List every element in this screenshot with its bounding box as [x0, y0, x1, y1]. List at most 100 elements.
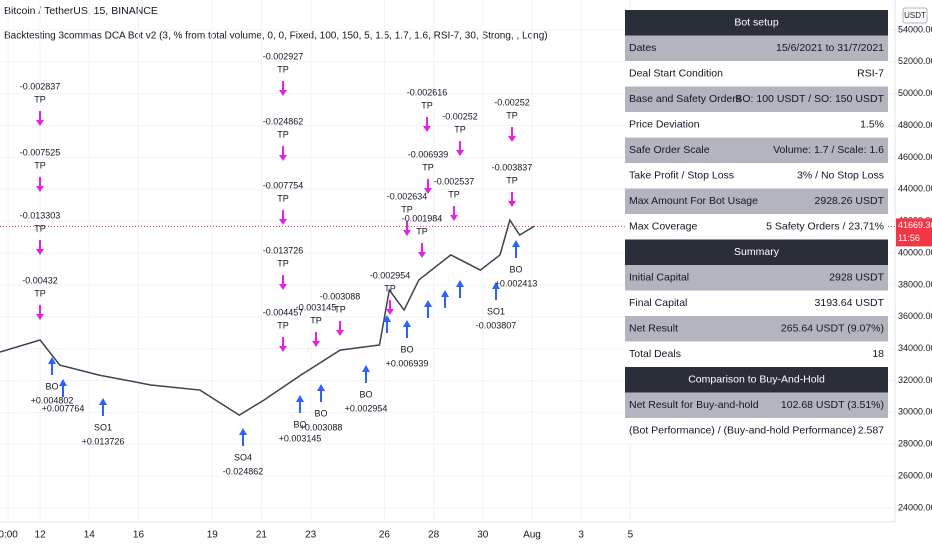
y-tick-label: 52000.00 [898, 56, 932, 66]
exit-value: -0.00432 [22, 275, 58, 285]
entry-label: SO4 [234, 452, 252, 462]
entry-arrow-head [59, 379, 67, 386]
currency-box[interactable] [902, 7, 928, 24]
table-value: 3193.64 USDT [815, 297, 885, 309]
table-row-bg [625, 290, 888, 316]
exit-arrow-head [279, 155, 287, 161]
x-tick-label: 30 [477, 530, 489, 541]
entry-value: +0.003088 [300, 422, 343, 432]
table-row-bg [625, 112, 888, 138]
table-value: 2928.26 USDT [815, 195, 885, 207]
entry-label: BO [400, 344, 413, 354]
table-value: 18 [872, 348, 884, 360]
exit-value: -0.001984 [402, 213, 443, 223]
exit-arrow-head [403, 230, 411, 236]
exit-value: -0.003145 [296, 302, 337, 312]
exit-value: -0.007525 [20, 147, 61, 157]
exit-label: TP [277, 193, 289, 203]
y-tick-label: 30000.00 [898, 407, 932, 417]
exit-arrow-head [312, 341, 320, 347]
table-label: Max Coverage [629, 221, 697, 233]
entry-label: BO [293, 419, 306, 429]
exit-value: -0.002634 [387, 191, 428, 201]
exit-value: -0.007754 [263, 180, 304, 190]
exit-label: TP [454, 124, 466, 134]
table-row-bg [625, 35, 888, 61]
entry-arrow-head [296, 395, 304, 402]
exit-arrow-head [418, 252, 426, 258]
exit-label: TP [34, 223, 46, 233]
entry-value: -0.024862 [223, 466, 264, 476]
exit-value: -0.002837 [20, 81, 61, 91]
exit-arrow-head [456, 150, 464, 156]
table-value: 1.5% [860, 119, 884, 131]
entry-value: +0.002954 [345, 403, 388, 413]
table-label: Net Result for Buy-and-hold [629, 399, 759, 411]
x-tick-label: 12 [35, 530, 47, 541]
exit-arrow-head [36, 120, 44, 126]
table-value: 5 Safety Orders / 23.71% [766, 221, 884, 233]
exit-arrow-head [508, 201, 516, 207]
entry-arrow-head [424, 300, 432, 307]
exit-label: TP [448, 189, 460, 199]
table-header-bg [625, 239, 888, 265]
entry-value: +0.004802 [31, 395, 74, 405]
table-header: Comparison to Buy-And-Hold [688, 374, 825, 386]
exit-value: -0.024862 [263, 116, 304, 126]
exit-value: -0.002537 [434, 176, 475, 186]
table-row-bg [625, 163, 888, 189]
exit-label: TP [506, 110, 518, 120]
entry-arrow-head [403, 320, 411, 327]
exit-arrow-head [279, 284, 287, 290]
table-label: Safe Order Scale [629, 144, 710, 156]
exit-arrow-head [36, 186, 44, 192]
entry-arrow-head [99, 398, 107, 405]
table-row-bg [625, 392, 888, 418]
exit-label: TP [416, 226, 428, 236]
table-value: 102.68 USDT (3.51%) [781, 399, 884, 411]
exit-label: TP [277, 129, 289, 139]
exit-label: TP [310, 315, 322, 325]
entry-value: +0.002413 [495, 278, 538, 288]
exit-label: TP [334, 304, 346, 314]
exit-arrow-head [279, 346, 287, 352]
table-value: 2.587 [858, 425, 884, 437]
table-label: Final Capital [629, 297, 687, 309]
table-row-bg [625, 61, 888, 87]
table-label: Net Result [629, 323, 678, 335]
last-price-box [896, 218, 932, 247]
currency: USDT [904, 11, 926, 20]
table-label: Deal Start Condition [629, 68, 723, 80]
y-tick-label: 54000.00 [898, 24, 932, 34]
exit-value: -0.00252 [494, 97, 530, 107]
exit-arrow-head [36, 314, 44, 320]
exit-arrow-head [279, 90, 287, 96]
exit-arrow-head [424, 188, 432, 194]
table-value: BO: 100 USDT / SO: 150 USDT [735, 93, 884, 105]
exit-label: TP [401, 204, 413, 214]
exit-label: TP [277, 258, 289, 268]
table-label: Price Deviation [629, 119, 700, 131]
x-tick-label: 16 [133, 530, 145, 541]
entry-value: +0.007764 [42, 403, 85, 413]
table-label: Base and Safety Orders [629, 93, 741, 105]
x-tick-label: 0:00 [0, 530, 18, 541]
y-tick-label: 34000.00 [898, 343, 932, 353]
entry-arrow-head [456, 280, 464, 287]
exit-arrow-head [279, 219, 287, 225]
exit-arrow-head [450, 215, 458, 221]
table-row-bg [625, 214, 888, 240]
x-tick-label: 23 [305, 530, 317, 541]
table-label: Max Amount For Bot Usage [629, 195, 758, 207]
y-tick-label: 40000.00 [898, 247, 932, 257]
table-row-bg [625, 86, 888, 112]
exit-arrow-head [508, 136, 516, 142]
exit-label: TP [277, 320, 289, 330]
table-row-bg [625, 188, 888, 214]
table-label: Dates [629, 42, 656, 54]
exit-label: TP [506, 175, 518, 185]
entry-value: +0.013726 [82, 436, 125, 446]
entry-label: SO1 [487, 306, 505, 316]
entry-arrow-head [48, 357, 56, 364]
